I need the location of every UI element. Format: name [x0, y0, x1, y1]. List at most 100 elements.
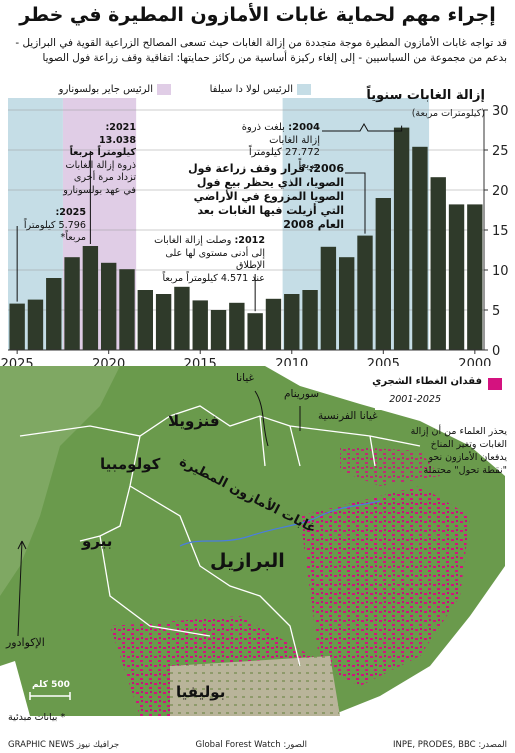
- amazon-map: [0, 366, 515, 737]
- xtick-label-2010: 2010: [275, 357, 308, 366]
- ecuador-arrow: [17, 540, 27, 637]
- bar-2023: [46, 278, 62, 350]
- x-axis: 2000 2005 2010 2015 2020 2025: [1, 349, 491, 366]
- bar-2004: [393, 127, 410, 350]
- legend-lula: الرئيس لولا دا سيلفا: [210, 82, 311, 96]
- xtick-label-2020: 2020: [92, 357, 125, 366]
- map-warning: يحذر العلماء من أن إزالة الغابات وتغير ا…: [410, 426, 507, 476]
- bar-2018: [137, 290, 153, 350]
- bar-2015: [192, 300, 208, 350]
- label-peru: بيرو: [82, 532, 113, 550]
- annotation-2012-year: 2012:: [234, 235, 265, 246]
- bar-2013: [229, 302, 245, 350]
- label-brazil: البرازيل: [210, 550, 285, 572]
- leader-2004: [322, 122, 403, 132]
- northern-loss-area: [340, 446, 440, 486]
- label-bolivia: بوليفيا: [176, 683, 226, 701]
- legend-bolsonaro: الرئيس جاير بولسونارو: [59, 82, 171, 96]
- chart-title: إزالة الغابات سنوياً: [366, 88, 485, 103]
- label-ecuador: الإكوادور: [6, 636, 45, 649]
- bar-2002: [430, 177, 446, 350]
- bar-2024: [27, 299, 44, 350]
- label-venezuela: فنزويلا: [168, 412, 220, 430]
- label-guyana: غيانا: [236, 372, 254, 384]
- chart-legend: الرئيس لولا دا سيلفا الرئيس جاير بولسونا…: [7, 82, 507, 96]
- scale-bar: [29, 692, 71, 700]
- map-legend-swatch: [488, 378, 502, 390]
- map-leader-lines: [254, 390, 301, 447]
- annotation-2021-text: ذروة إزالة الغابات تزداد مرة أخرى في عهد…: [63, 159, 136, 196]
- label-colombia: كولومبيا: [100, 455, 161, 473]
- xtick-label-2005: 2005: [367, 357, 400, 366]
- bar-2008: [320, 246, 337, 350]
- annotation-2004: 2004: بلغت ذروة إزالة الغابات 27.772 كيل…: [232, 122, 320, 172]
- xtick-label-2015: 2015: [184, 357, 217, 366]
- bar-2019: [119, 269, 135, 350]
- ytick-label-0: 0: [492, 344, 500, 359]
- leader-2006: [345, 172, 366, 234]
- country-borders: [19, 405, 421, 667]
- footer-sources-label: المصدر:: [478, 740, 507, 750]
- arc-of-deforestation: [300, 486, 470, 686]
- dry-region: [170, 656, 340, 716]
- bar-2020: [101, 262, 117, 350]
- bar-2025: [9, 303, 25, 350]
- legend-lula-swatch: [297, 83, 311, 95]
- annotation-2006-year: 2006:: [308, 162, 344, 175]
- legend-lula-label: الرئيس لولا دا سيلفا: [209, 83, 293, 95]
- scale-label: 500 كلم: [32, 680, 70, 690]
- footer-sources-value: INPE, PRODES, BBC: [392, 740, 476, 750]
- map-legend-years: 2001-2025: [389, 394, 441, 405]
- data-note: * بيانات مبدئية: [8, 712, 66, 723]
- ytick-label-30: 30: [492, 104, 509, 119]
- bar-2011: [265, 298, 282, 350]
- y-axis: 0 5 10 15 20 25 30: [483, 104, 509, 359]
- bar-2009: [302, 290, 318, 350]
- bar-2012: [247, 313, 263, 350]
- annotation-2012-text1: وصلت إزالة الغابات: [154, 235, 232, 246]
- footer-sources: المصدر: INPE, PRODES, BBC: [393, 740, 507, 750]
- bar-2016: [174, 286, 190, 350]
- xtick-label-2025: 2025: [1, 357, 34, 366]
- bar-2017: [155, 294, 172, 350]
- chart-unit: (كيلومترات مربعة): [411, 108, 485, 119]
- bar-2022: [64, 257, 80, 350]
- annotation-2021: 2021: 13.038 كيلومتراً مربعاً ذروة إزالة…: [60, 122, 136, 197]
- ytick-label-5: 5: [492, 304, 500, 319]
- bar-2006: [357, 235, 373, 350]
- legend-bolsonaro-swatch: [157, 83, 171, 95]
- annotation-2004-text: بلغت ذروة إزالة الغابات 27.772 كيلومتراً…: [241, 122, 320, 171]
- bar-2001: [448, 204, 465, 350]
- annotation-2025: 2025: 5.796 كيلومتراً مربعاً*: [14, 207, 86, 245]
- bar-2000: [467, 204, 483, 350]
- ytick-label-10: 10: [492, 264, 509, 279]
- annotation-2025-value: 5.796 كيلومتراً مربعاً*: [23, 219, 86, 244]
- annotation-2021-value: 13.038 كيلومتراً مربعاً: [69, 134, 136, 159]
- footer-image-source-value: Global Forest Watch: [195, 740, 281, 750]
- annotation-2025-year: 2025:: [55, 207, 86, 218]
- annotation-2021-year: 2021:: [105, 122, 136, 133]
- ytick-label-20: 20: [492, 184, 509, 199]
- amazon-river: [179, 500, 381, 547]
- annotation-leaders: [16, 122, 403, 312]
- pacific-coast: [0, 661, 30, 716]
- andes-region: [0, 366, 120, 596]
- annotation-2004-year: 2004:: [288, 122, 320, 133]
- ytick-label-15: 15: [492, 224, 509, 239]
- bar-2005: [375, 198, 391, 350]
- bar-2003: [412, 146, 428, 350]
- annotation-2006-text: قرار وقف زراعة فول الصويا، الذي يحظر بيع…: [188, 162, 344, 231]
- annotation-2012-text2: إلى أدنى مستوى لها على الإطلاق: [165, 247, 265, 272]
- footer-image-source-label: الصور:: [283, 740, 307, 750]
- annotation-2006: 2006: قرار وقف زراعة فول الصويا، الذي يح…: [168, 162, 344, 232]
- subtitle: قد تواجه غابات الأمازون المطيرة موجة متج…: [15, 37, 507, 64]
- footer-brand: GRAPHIC NEWS جرافيك نيوز: [8, 740, 120, 750]
- ytick-label-25: 25: [492, 144, 509, 159]
- xtick-label-2000: 2000: [458, 357, 491, 366]
- map-legend-title: فقدان الغطاء الشجري: [372, 376, 482, 387]
- footer: المصدر: INPE, PRODES, BBC الصور: Global …: [0, 737, 515, 753]
- label-french-guiana: غيانا الفرنسية: [318, 410, 378, 422]
- bar-2014: [210, 310, 227, 350]
- annotation-2012-text3: عند 4.571 كيلومتراً مربعاً: [162, 272, 265, 284]
